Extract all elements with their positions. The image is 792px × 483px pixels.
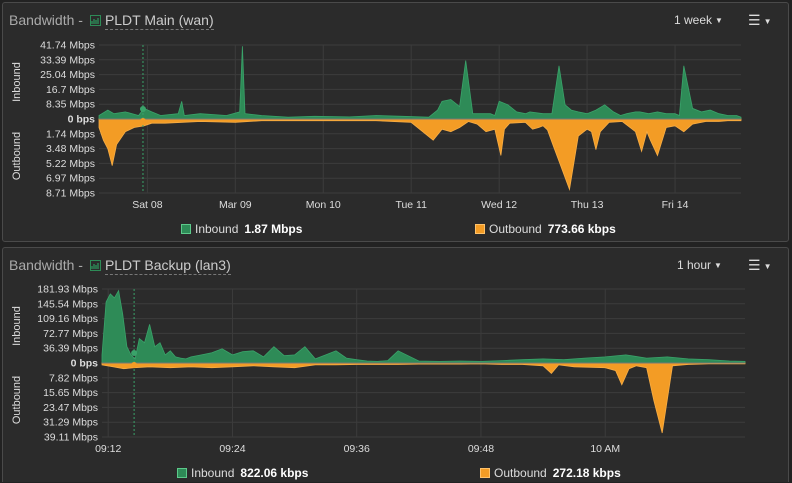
caret-down-icon: ▼ bbox=[763, 17, 772, 26]
y-tick-label: 109.16 Mbps bbox=[37, 313, 98, 325]
range-label: 1 hour bbox=[677, 258, 712, 272]
y-tick-label: 25.04 Mbps bbox=[40, 69, 95, 81]
inbound-area bbox=[101, 289, 746, 364]
y-tick-label: 0 bps bbox=[71, 358, 99, 370]
x-tick-label: Sat 08 bbox=[132, 199, 163, 211]
graph-icon bbox=[89, 15, 101, 26]
inbound-swatch bbox=[177, 468, 187, 478]
x-tick-label: Wed 12 bbox=[481, 199, 517, 211]
caret-down-icon: ▼ bbox=[763, 262, 772, 271]
outbound-swatch bbox=[480, 468, 490, 478]
panel-menu-button[interactable]: ☰ ▼ bbox=[748, 12, 771, 29]
inbound-cursor-point bbox=[131, 350, 138, 356]
inbound-area bbox=[98, 46, 742, 120]
inbound-axis-label: Inbound bbox=[11, 306, 23, 346]
x-tick-label: 09:48 bbox=[468, 443, 494, 455]
y-tick-label: 36.39 Mbps bbox=[43, 343, 98, 355]
y-tick-label: 8.35 Mbps bbox=[46, 99, 95, 111]
inbound-axis-label: Inbound bbox=[11, 62, 23, 102]
y-tick-label: 39.11 Mbps bbox=[44, 432, 98, 444]
legend-outbound[interactable]: Outbound 272.18 kbps bbox=[480, 466, 621, 480]
y-tick-label: 33.39 Mbps bbox=[40, 54, 95, 66]
hamburger-menu-icon: ☰ bbox=[748, 12, 761, 28]
x-tick-label: Mar 09 bbox=[219, 199, 252, 211]
interface-link[interactable]: PLDT Backup (lan3) bbox=[104, 257, 231, 275]
bandwidth-chart: 41.74 Mbps 33.39 Mbps 25.04 Mbps 16.7 Mbps 8… bbox=[11, 40, 742, 211]
y-tick-label: 5.22 Mbps bbox=[46, 158, 95, 170]
y-tick-label: 0 bps bbox=[68, 114, 96, 126]
legend-inbound[interactable]: Inbound 822.06 kbps bbox=[177, 466, 308, 480]
y-tick-label: 41.74 Mbps bbox=[40, 40, 95, 52]
y-tick-label: 7.82 Mbps bbox=[49, 372, 98, 384]
title-prefix: Bandwidth - bbox=[9, 257, 83, 273]
caret-down-icon: ▼ bbox=[715, 16, 723, 25]
y-tick-label: 145.54 Mbps bbox=[37, 298, 98, 310]
inbound-cursor-point bbox=[139, 106, 146, 112]
panel-title: Bandwidth - PLDT Backup (lan3) bbox=[9, 257, 231, 275]
legend-outbound-value: 773.66 kbps bbox=[547, 222, 616, 236]
bandwidth-panel-lan3: Bandwidth - PLDT Backup (lan3) 1 hour ▼ ☰ ▼… bbox=[2, 247, 789, 482]
outbound-axis-label: Outbound bbox=[11, 132, 23, 180]
y-tick-label: 6.97 Mbps bbox=[46, 173, 95, 185]
y-tick-label: 8.71 Mbps bbox=[46, 188, 95, 200]
x-tick-label: 09:36 bbox=[344, 443, 370, 455]
x-tick-label: Thu 13 bbox=[571, 199, 604, 211]
legend-inbound-label: Inbound bbox=[191, 466, 235, 480]
x-tick-label: Mon 10 bbox=[306, 199, 341, 211]
caret-down-icon: ▼ bbox=[714, 261, 722, 270]
y-tick-label: 31.29 Mbps bbox=[43, 417, 98, 429]
panel-title: Bandwidth - PLDT Main (wan) bbox=[9, 12, 214, 30]
graph-icon bbox=[89, 260, 101, 271]
x-tick-label: 09:12 bbox=[95, 443, 121, 455]
outbound-area bbox=[101, 362, 746, 434]
x-tick-label: 10 AM bbox=[590, 443, 620, 455]
legend-outbound-label: Outbound bbox=[494, 466, 547, 480]
legend-outbound-value: 272.18 kbps bbox=[552, 466, 621, 480]
legend-inbound-value: 1.87 Mbps bbox=[244, 222, 303, 236]
inbound-swatch bbox=[181, 224, 191, 234]
outbound-area bbox=[98, 118, 742, 192]
x-tick-label: Fri 14 bbox=[662, 199, 689, 211]
legend-outbound[interactable]: Outbound 773.66 kbps bbox=[475, 222, 616, 236]
y-tick-label: 23.47 Mbps bbox=[43, 402, 98, 414]
range-dropdown[interactable]: 1 week ▼ bbox=[674, 13, 723, 27]
range-label: 1 week bbox=[674, 13, 713, 27]
legend-outbound-label: Outbound bbox=[489, 222, 542, 236]
y-tick-label: 16.7 Mbps bbox=[46, 84, 95, 96]
outbound-swatch bbox=[475, 224, 485, 234]
outbound-cursor-point bbox=[131, 362, 138, 368]
panel-menu-button[interactable]: ☰ ▼ bbox=[748, 257, 771, 274]
panel-header: Bandwidth - PLDT Main (wan) 1 week ▼ ☰ ▼ bbox=[3, 3, 788, 37]
panel-header: Bandwidth - PLDT Backup (lan3) 1 hour ▼ ☰ ▼ bbox=[3, 248, 788, 282]
bandwidth-panel-wan: Bandwidth - PLDT Main (wan) 1 week ▼ ☰ ▼ 41… bbox=[2, 2, 789, 242]
range-dropdown[interactable]: 1 hour ▼ bbox=[677, 258, 722, 272]
legend-inbound-value: 822.06 kbps bbox=[240, 466, 309, 480]
y-tick-label: 3.48 Mbps bbox=[46, 143, 95, 155]
outbound-axis-label: Outbound bbox=[11, 376, 23, 424]
y-tick-label: 181.93 Mbps bbox=[37, 284, 98, 296]
legend-inbound[interactable]: Inbound 1.87 Mbps bbox=[181, 222, 302, 236]
outbound-cursor-point bbox=[139, 118, 146, 124]
interface-link[interactable]: PLDT Main (wan) bbox=[104, 12, 214, 30]
x-tick-label: Tue 11 bbox=[395, 199, 427, 211]
hamburger-menu-icon: ☰ bbox=[748, 257, 761, 273]
x-tick-label: 09:24 bbox=[219, 443, 245, 455]
bandwidth-chart: 181.93 Mbps 145.54 Mbps 109.16 Mbps 72.77 M… bbox=[11, 284, 746, 455]
y-tick-label: 72.77 Mbps bbox=[43, 328, 98, 340]
y-tick-label: 15.65 Mbps bbox=[43, 387, 98, 399]
title-prefix: Bandwidth - bbox=[9, 12, 83, 28]
legend-inbound-label: Inbound bbox=[195, 222, 239, 236]
y-tick-label: 1.74 Mbps bbox=[46, 128, 95, 140]
